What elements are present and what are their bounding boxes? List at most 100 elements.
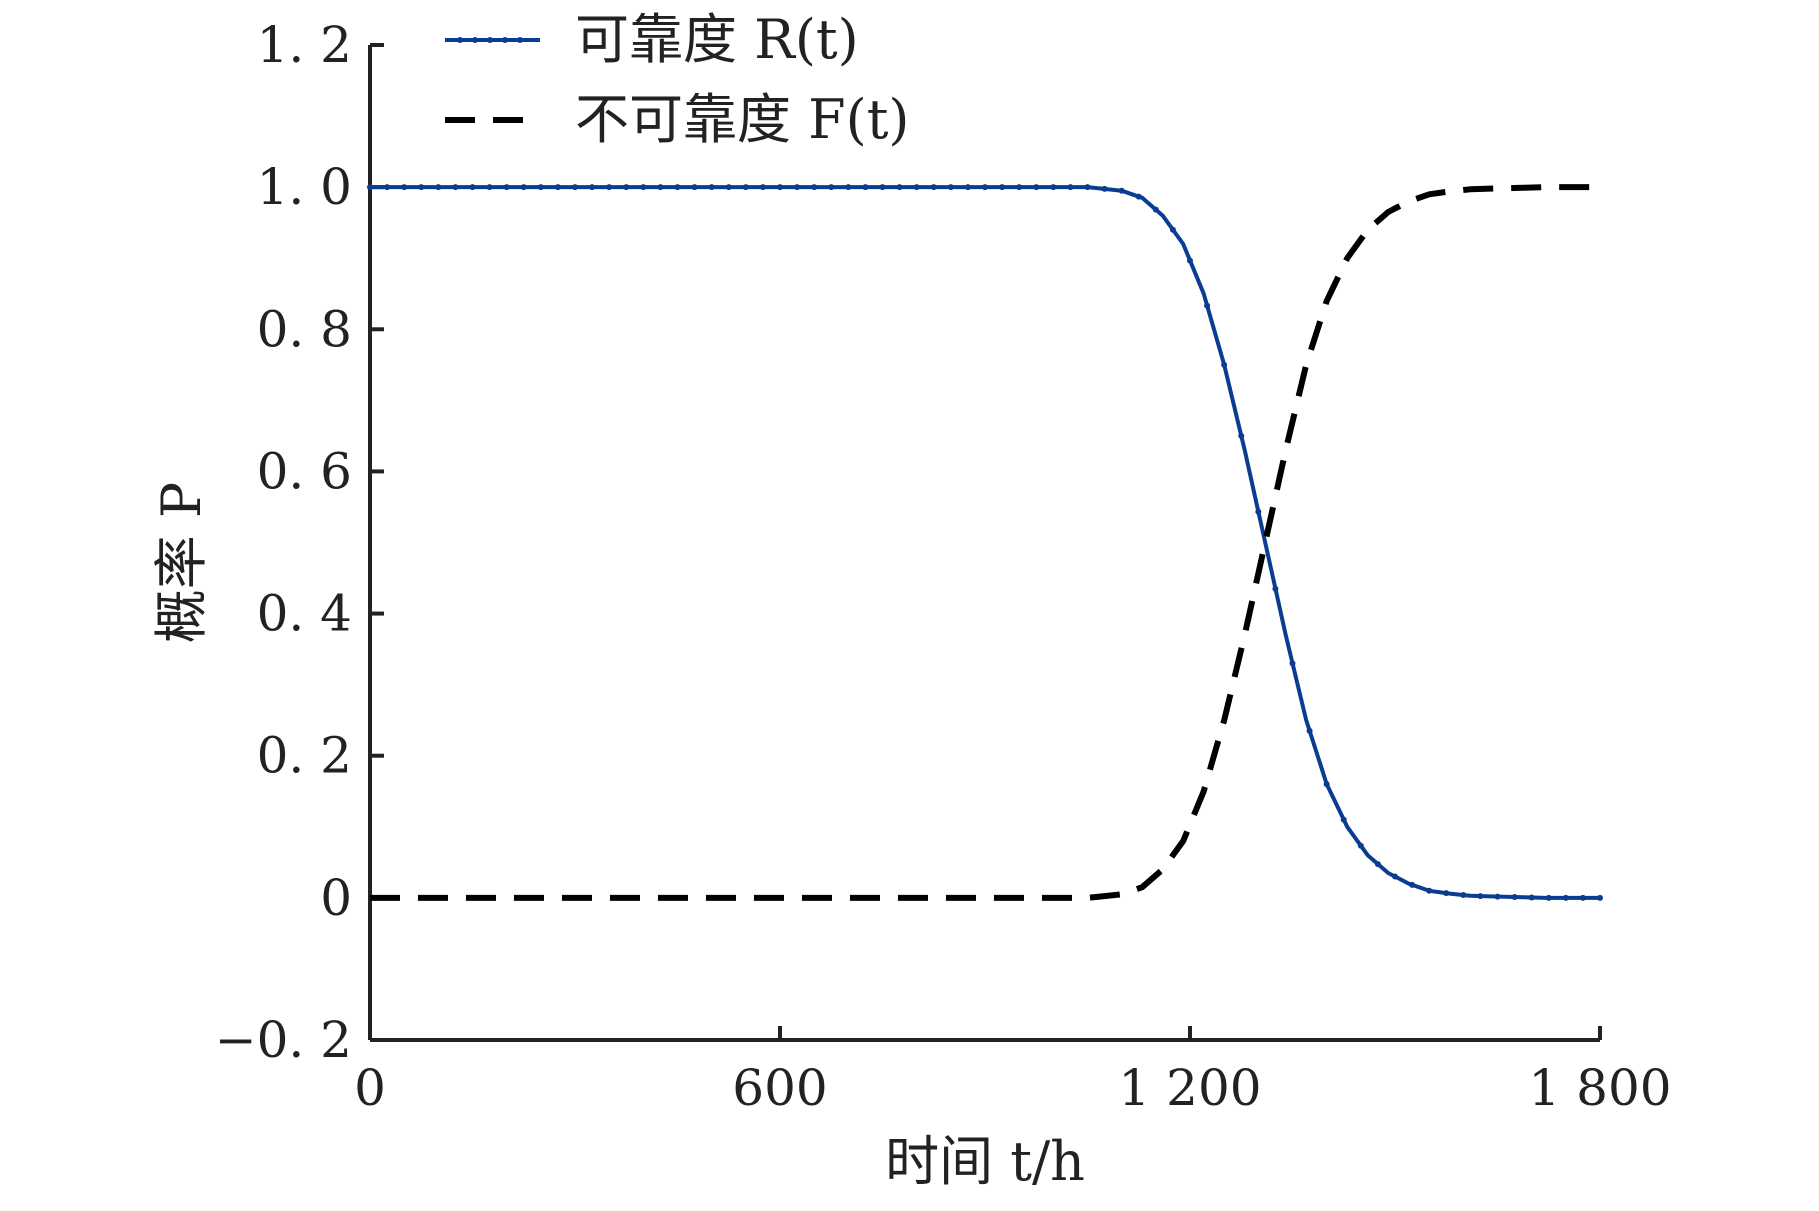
series-point: [657, 184, 664, 191]
series-point: [896, 184, 903, 191]
series-point: [384, 184, 391, 191]
legend-label-0: 可靠度 R(t): [575, 8, 859, 71]
series-layer: [367, 184, 1603, 901]
y-tick-label: 0. 6: [257, 442, 352, 500]
series-point: [1528, 894, 1535, 901]
series-point: [1545, 894, 1552, 901]
series-point: [503, 184, 510, 191]
series-point: [725, 184, 732, 191]
series-point: [862, 184, 869, 191]
y-axis-label: 概率 P: [150, 482, 213, 644]
series-point: [401, 184, 408, 191]
x-ticks: 0 600 1 200 1 800: [354, 1026, 1672, 1117]
series-point: [1511, 894, 1518, 901]
series-point: [1033, 184, 1040, 191]
series-point: [640, 184, 647, 191]
series-point: [811, 184, 818, 191]
y-tick-label: 0: [320, 869, 352, 927]
series-point: [1409, 881, 1416, 888]
series-point: [879, 184, 886, 191]
series-point: [1562, 894, 1569, 901]
series-point: [1238, 432, 1245, 439]
series-point: [1426, 887, 1433, 894]
axes: [368, 45, 1600, 1042]
series-point: [1084, 184, 1091, 191]
series-point: [469, 184, 476, 191]
series-point: [589, 184, 596, 191]
series-point: [1118, 187, 1125, 194]
series-point: [1477, 893, 1484, 900]
series-point: [1204, 302, 1211, 309]
series-point: [691, 184, 698, 191]
series-point: [1494, 893, 1501, 900]
y-ticks: −0. 2 0 0. 2 0. 4 0. 6 0. 8 1. 0 1. 2: [215, 16, 384, 1069]
series-point: [554, 184, 561, 191]
legend-swatch-point: [487, 37, 493, 43]
series-point: [486, 184, 493, 191]
series-point: [1357, 842, 1364, 849]
x-tick-label: 600: [732, 1059, 827, 1117]
y-tick-label: 0. 2: [257, 727, 352, 785]
series-point: [982, 184, 988, 191]
series-point: [1597, 894, 1603, 901]
series-point: [1374, 861, 1381, 868]
series-point: [845, 184, 852, 191]
series-point: [1255, 508, 1262, 515]
series-point: [1067, 184, 1074, 191]
legend-swatch-point: [517, 37, 523, 43]
series-point: [367, 184, 373, 191]
series-point: [1221, 361, 1228, 368]
series-point: [1579, 894, 1586, 901]
series-point: [1016, 184, 1023, 191]
series-point: [1272, 585, 1279, 592]
series-point: [708, 184, 715, 191]
series-point: [674, 184, 681, 191]
series-point: [964, 184, 971, 191]
series-point: [435, 184, 442, 191]
y-tick-label: 1. 0: [257, 158, 352, 216]
x-axis-label: 时间 t/h: [885, 1130, 1085, 1193]
series-point: [1050, 184, 1057, 191]
series-point: [1135, 193, 1142, 200]
legend-swatch-point: [502, 37, 508, 43]
series-point: [418, 184, 425, 191]
series-point: [1306, 727, 1313, 734]
y-tick-label: 0. 4: [257, 585, 352, 643]
series-point: [606, 184, 613, 191]
series-point: [1169, 226, 1176, 233]
series-point: [930, 184, 937, 191]
series-point: [1152, 206, 1159, 213]
series-point: [1392, 873, 1398, 880]
series-point: [623, 184, 630, 191]
series-point: [759, 184, 766, 191]
series-point: [777, 184, 783, 191]
series-point: [537, 184, 544, 191]
series-line-0: [370, 185, 1600, 900]
series-point: [1101, 185, 1108, 192]
y-tick-label: −0. 2: [215, 1011, 352, 1069]
series-point: [742, 184, 749, 191]
y-tick-label: 0. 8: [257, 300, 352, 358]
x-tick-label: 1 200: [1118, 1059, 1261, 1117]
x-tick-label: 0: [354, 1059, 386, 1117]
x-tick-label: 1 800: [1528, 1059, 1671, 1117]
series-point: [520, 184, 527, 191]
series-point: [1289, 660, 1296, 667]
series-point: [1187, 257, 1193, 264]
series-point: [452, 184, 459, 191]
y-tick-label: 1. 2: [257, 16, 352, 74]
legend: 可靠度 R(t) 不可靠度 F(t): [445, 8, 909, 151]
series-point: [1340, 816, 1347, 823]
series-point: [1443, 890, 1450, 897]
series-point: [828, 184, 835, 191]
series-point: [947, 184, 954, 191]
series-line-1: [370, 184, 1600, 901]
series-point: [913, 184, 920, 191]
legend-swatch-point: [457, 37, 463, 43]
legend-label-1: 不可靠度 F(t): [575, 88, 909, 151]
series-point: [794, 184, 801, 191]
legend-swatch-point: [472, 37, 478, 43]
series-point: [572, 184, 578, 191]
series-point: [999, 184, 1006, 191]
